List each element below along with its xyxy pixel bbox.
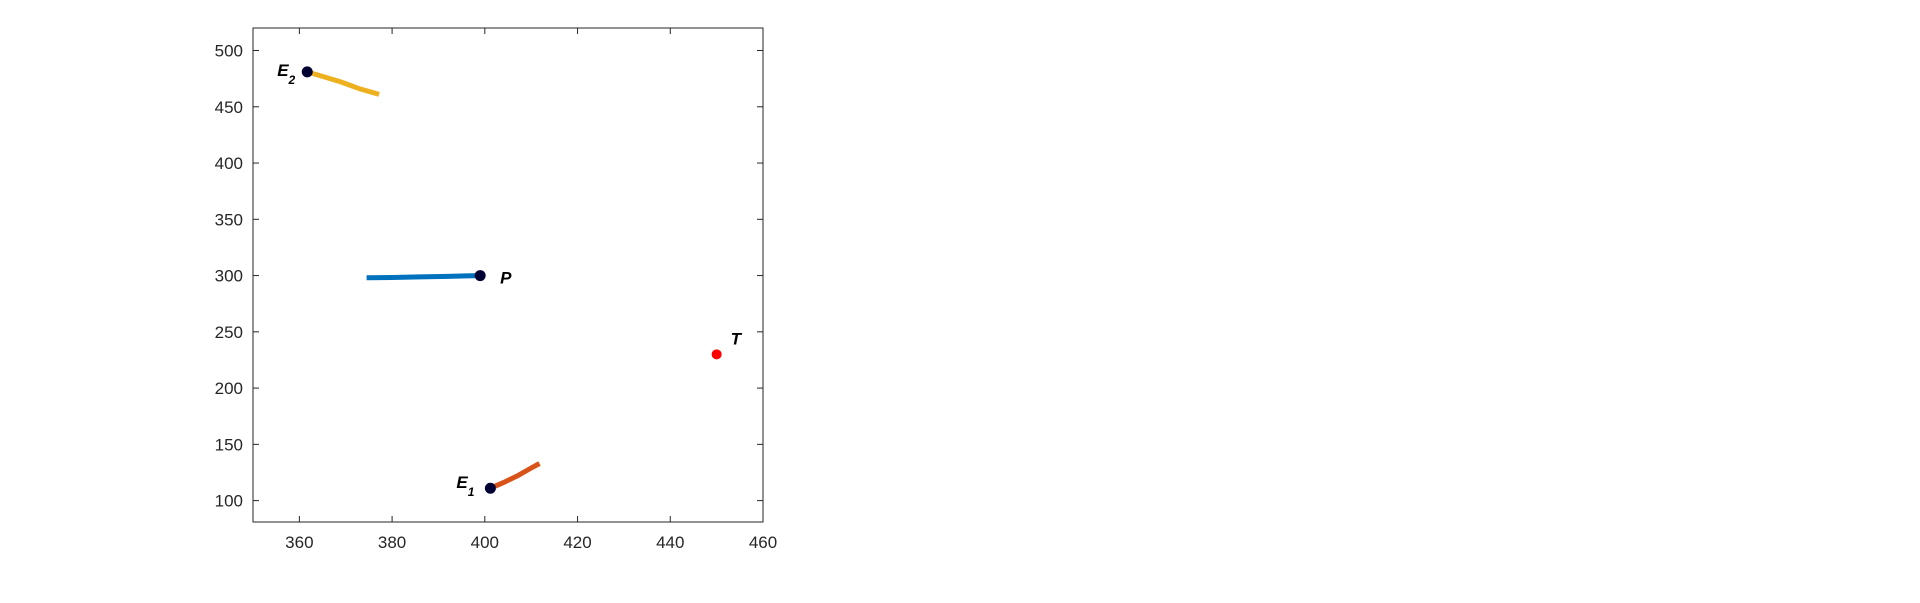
- x-axis-ticks: 360 380 400 420 440 460: [285, 28, 777, 552]
- trajectory-line-2: [306, 69, 380, 97]
- x-tick-label: 440: [656, 533, 684, 552]
- x-tick-label: 400: [471, 533, 499, 552]
- target-label: T: [731, 329, 743, 348]
- y-axis-ticks: 100 150 200 250 300 350 400 450 500: [215, 42, 763, 511]
- markers: [301, 66, 722, 494]
- y-tick-label: 250: [215, 323, 243, 342]
- position-marker-0: [474, 270, 486, 282]
- y-tick-label: 150: [215, 435, 243, 454]
- position-marker-2: [301, 66, 313, 78]
- point-label-0: P: [500, 269, 512, 288]
- point-label-1: E1: [456, 473, 474, 499]
- series-lines: [306, 69, 541, 491]
- point-labels: P E1 E2 T: [277, 61, 742, 499]
- y-tick-label: 300: [215, 267, 243, 286]
- x-tick-label: 380: [378, 533, 406, 552]
- plot-area: [252, 27, 764, 523]
- x-tick-label: 420: [563, 533, 591, 552]
- y-tick-label: 200: [215, 379, 243, 398]
- trajectory-line-1: [489, 461, 541, 491]
- y-tick-label: 500: [215, 42, 243, 61]
- x-tick-label: 460: [749, 533, 777, 552]
- y-tick-label: 450: [215, 98, 243, 117]
- trajectory-line-0: [366, 273, 481, 281]
- position-marker-1: [484, 482, 496, 494]
- x-tick-label: 360: [285, 533, 313, 552]
- y-tick-label: 100: [215, 492, 243, 511]
- point-label-2: E2: [277, 61, 295, 87]
- y-tick-label: 400: [215, 154, 243, 173]
- y-tick-label: 350: [215, 210, 243, 229]
- target-marker: [711, 349, 722, 360]
